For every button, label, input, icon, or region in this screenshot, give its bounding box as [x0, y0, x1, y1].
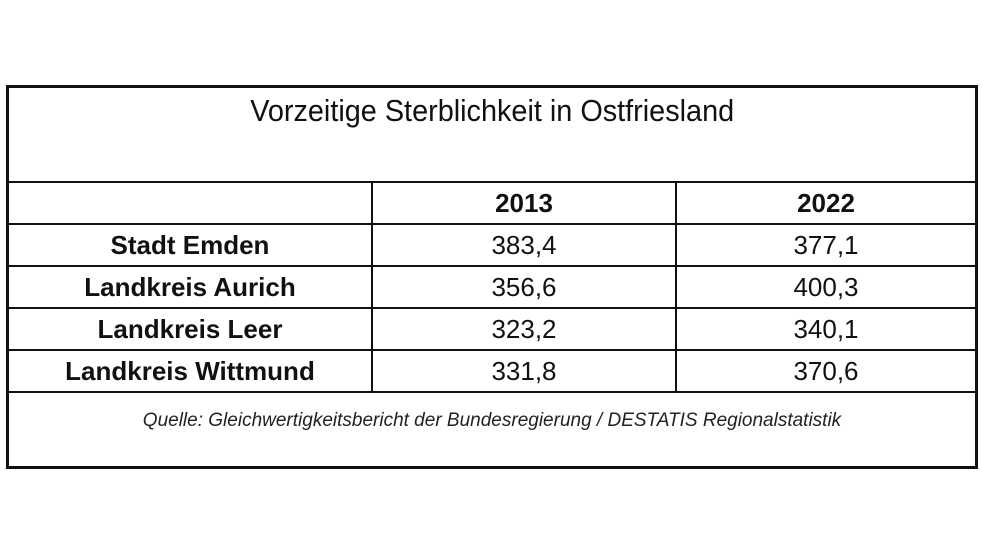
value-cell: 356,6 [371, 265, 677, 309]
value-cell: 383,4 [371, 223, 677, 267]
table-row: Landkreis Leer 323,2 340,1 [9, 307, 975, 351]
row-label: Landkreis Aurich [9, 265, 373, 309]
row-label: Stadt Emden [9, 223, 373, 267]
header-cell-2022: 2022 [675, 183, 975, 225]
footer-row [9, 391, 975, 462]
value-cell: 340,1 [675, 307, 975, 351]
footer-cell [9, 391, 975, 462]
value-cell: 370,6 [675, 349, 975, 393]
source-note: Quelle: Gleichwertigkeitsbericht der Bun… [142, 410, 842, 431]
table-frame: Vorzeitige Sterblichkeit in Ostfriesland… [6, 85, 978, 469]
table-row: Landkreis Wittmund 331,8 370,6 [9, 349, 975, 393]
value-cell: 400,3 [675, 265, 975, 309]
header-row: 2013 2022 [9, 183, 975, 225]
value-cell: 323,2 [371, 307, 677, 351]
value-cell: 377,1 [675, 223, 975, 267]
table-row: Landkreis Aurich 356,6 400,3 [9, 265, 975, 309]
header-cell-2013: 2013 [371, 183, 677, 225]
row-label: Landkreis Leer [9, 307, 373, 351]
table-title-text: Vorzeitige Sterblichkeit in Ostfriesland [250, 93, 734, 128]
value-cell: 331,8 [371, 349, 677, 393]
table-row: Stadt Emden 383,4 377,1 [9, 223, 975, 267]
data-table: 2013 2022 Stadt Emden 383,4 377,1 Landkr… [9, 183, 975, 462]
header-cell-empty [9, 183, 373, 225]
table-title: Vorzeitige Sterblichkeit in Ostfriesland [9, 88, 975, 183]
row-label: Landkreis Wittmund [9, 349, 373, 393]
